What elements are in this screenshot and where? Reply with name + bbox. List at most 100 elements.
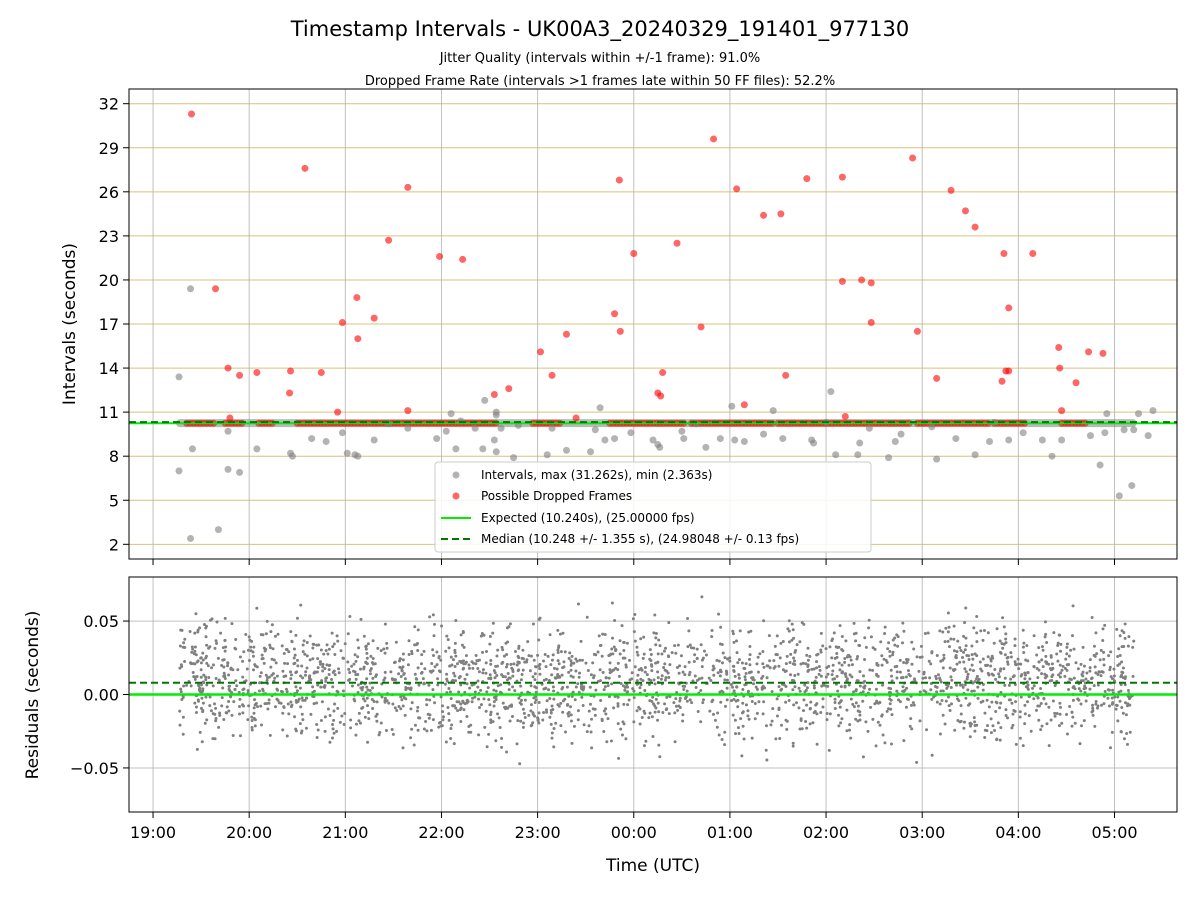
residual-point [743,678,747,682]
residual-point [552,745,556,749]
residual-point [1040,724,1044,728]
residual-point [1119,675,1123,679]
residual-point [1122,737,1126,741]
residual-point [255,606,259,610]
residual-point [201,651,205,655]
interval-point [1019,429,1027,437]
residual-point [589,702,593,706]
residual-point [699,689,703,693]
residual-point [301,643,305,647]
dropped-frame-point [1085,348,1093,356]
residual-point [205,683,209,687]
residual-point [941,689,945,693]
residual-point [635,645,639,649]
residual-point [774,737,778,741]
residual-point [821,644,825,648]
residual-point [1056,643,1060,647]
residual-point [1065,668,1069,672]
residual-point [607,695,611,699]
residual-point [962,660,966,664]
residual-point [1126,688,1130,692]
residual-point [1042,696,1046,700]
residual-point [858,718,862,722]
residual-point [275,688,279,692]
residual-point [298,722,302,726]
residual-point [718,690,722,694]
residual-point [281,711,285,715]
residual-point [925,728,929,732]
residual-point [211,712,215,716]
residual-point [211,663,215,667]
residual-point [308,634,312,638]
residual-point [910,640,914,644]
residual-point [561,686,565,690]
residual-point [331,685,335,689]
residual-point [252,706,256,710]
residual-point [905,686,909,690]
residual-point [828,712,832,716]
residual-point [765,676,769,680]
residual-point [1012,709,1016,713]
residual-point [744,662,748,666]
residual-point [340,714,344,718]
residual-point [354,733,358,737]
residual-point [402,672,406,676]
intervals-ytick-label: 32 [99,95,119,114]
residual-point [444,649,448,653]
residual-point [632,689,636,693]
residual-point [1035,653,1039,657]
residual-point [374,714,378,718]
residual-point [489,710,493,714]
residual-point [946,695,950,699]
residual-point [1084,677,1088,681]
residual-point [241,688,245,692]
residual-point [1036,676,1040,680]
residual-point [612,645,616,649]
residual-point [265,678,269,682]
residual-point [183,645,187,649]
residual-point [828,645,832,649]
residual-point [335,689,339,693]
residual-point [487,676,491,680]
residual-point [750,736,754,740]
residual-point [686,616,690,620]
residual-point [788,661,792,665]
residual-point [253,724,257,728]
residual-point [973,720,977,724]
residual-point [765,758,769,762]
residual-point [1078,742,1082,746]
residual-point [498,726,502,730]
residual-point [962,634,966,638]
residual-point [224,645,228,649]
residual-point [686,645,690,649]
residual-point [1094,631,1098,635]
residual-point [1058,633,1062,637]
residual-point [268,646,272,650]
residual-point [416,705,420,709]
residual-point [235,684,239,688]
residual-point [1044,654,1048,658]
residual-point [1058,675,1062,679]
residual-point [653,613,657,617]
residual-point [678,699,682,703]
residual-point [821,697,825,701]
residual-point [542,710,546,714]
interval-point [442,427,450,435]
residual-point [394,678,398,682]
residual-point [955,662,959,666]
residual-point [342,722,346,726]
residual-point [429,728,433,732]
residual-point [231,734,235,738]
residual-point [418,716,422,720]
residual-point [806,681,810,685]
residual-point [605,740,609,744]
residual-point [563,730,567,734]
residual-point [248,638,252,642]
residual-point [505,750,509,754]
residual-point [964,606,968,610]
residual-point [238,734,242,738]
residual-point [406,663,410,667]
residual-point [413,625,417,629]
residual-point [203,721,207,725]
residual-point [409,707,413,711]
